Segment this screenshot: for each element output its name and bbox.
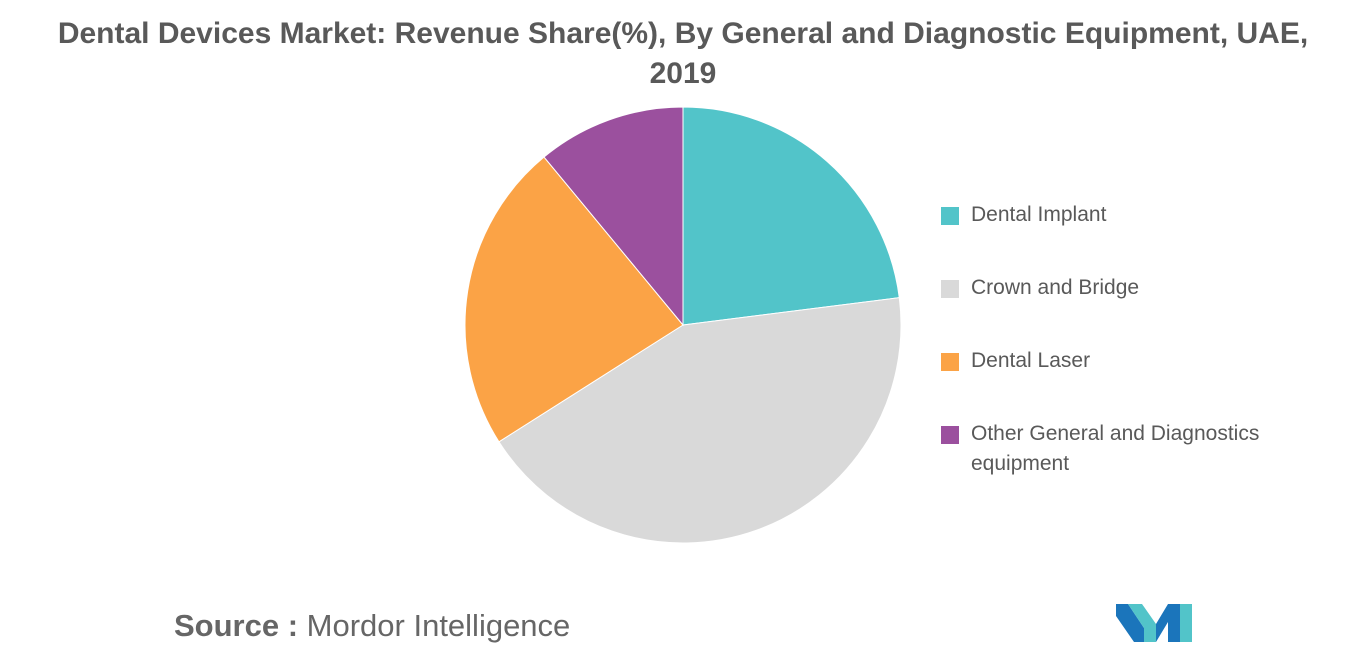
legend-swatch (941, 353, 959, 371)
mordor-intelligence-logo-icon (1116, 604, 1192, 642)
legend-swatch (941, 280, 959, 298)
legend-swatch (941, 207, 959, 225)
legend-label: Other General and Diagnostics equipment (971, 422, 1260, 475)
pie-slice-crown-and-bridge (498, 297, 902, 544)
legend: Dental Implant Crown and Bridge Dental L… (941, 200, 1321, 479)
legend-swatch (941, 426, 959, 444)
legend-item-dental-implant: Dental Implant (941, 200, 1321, 230)
legend-label: Dental Laser (971, 349, 1091, 372)
legend-label: Crown and Bridge (971, 276, 1140, 299)
source-note: Source : Mordor Intelligence (174, 606, 570, 646)
source-label: Source : (174, 608, 299, 643)
pie-slice-other-equipment (543, 106, 684, 327)
legend-item-other-equipment: Other General and Diagnostics equipment (941, 419, 1321, 479)
pie-slice-dental-laser (464, 156, 684, 443)
legend-item-crown-and-bridge: Crown and Bridge (941, 273, 1321, 303)
chart-title-line-2: 2019 (649, 57, 717, 90)
pie-slice-dental-implant (682, 106, 900, 326)
source-text: Mordor Intelligence (306, 608, 571, 643)
chart-title-line-1: Dental Devices Market: Revenue Share(%),… (57, 17, 1309, 50)
legend-label: Dental Implant (971, 203, 1107, 226)
legend-item-dental-laser: Dental Laser (941, 346, 1321, 376)
chart-title: Dental Devices Market: Revenue Share(%),… (0, 14, 1366, 94)
